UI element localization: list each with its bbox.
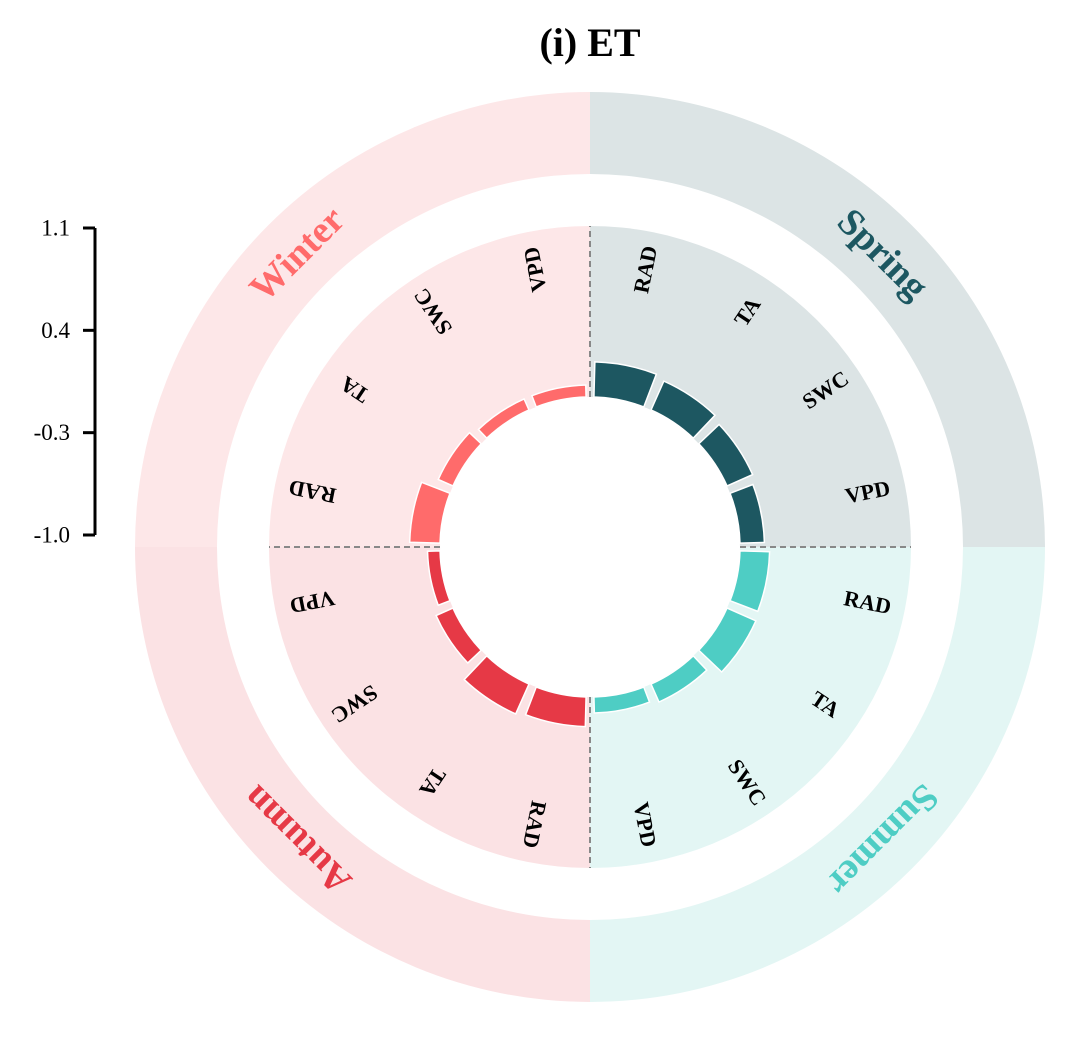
spring-outer-band	[590, 92, 1045, 547]
summer-bar-ta	[697, 607, 757, 674]
spring-bar-vpd	[729, 483, 766, 544]
winter-bar-vpd	[530, 384, 587, 408]
autumn-bar-ta	[463, 654, 530, 715]
winter-bar-swc	[477, 397, 530, 440]
autumn-bar-swc	[435, 607, 483, 665]
summer-bar-swc	[650, 654, 708, 703]
inner-season-disc	[269, 226, 911, 868]
scale-tick-label: -0.3	[34, 420, 70, 445]
scale-tick-label: 1.1	[41, 216, 70, 241]
chart-title: (i) ET	[539, 20, 640, 65]
quadrant-divider-lines	[269, 226, 911, 868]
winter-bar-ta	[437, 431, 483, 487]
summer-bar-rad	[729, 550, 771, 613]
spring-bar-rad	[593, 361, 658, 408]
spring-bar-ta	[650, 380, 717, 440]
spring-bar-swc	[697, 423, 754, 487]
scale-bar: 1.1 0.4 -0.3 -1.0	[34, 216, 97, 548]
bars-group	[408, 361, 771, 728]
autumn-bar-vpd	[426, 550, 451, 607]
summer-outer-band	[590, 547, 1045, 1002]
winter-outer-band	[135, 92, 590, 547]
center-hole	[440, 397, 740, 697]
autumn-bar-rad	[524, 686, 587, 728]
scale-tick-label: -1.0	[34, 523, 70, 548]
scale-tick-label: 0.4	[41, 318, 70, 343]
summer-bar-vpd	[593, 686, 651, 714]
autumn-outer-band	[135, 547, 590, 1002]
winter-bar-rad	[408, 481, 451, 544]
outer-season-ring	[135, 92, 1045, 1002]
